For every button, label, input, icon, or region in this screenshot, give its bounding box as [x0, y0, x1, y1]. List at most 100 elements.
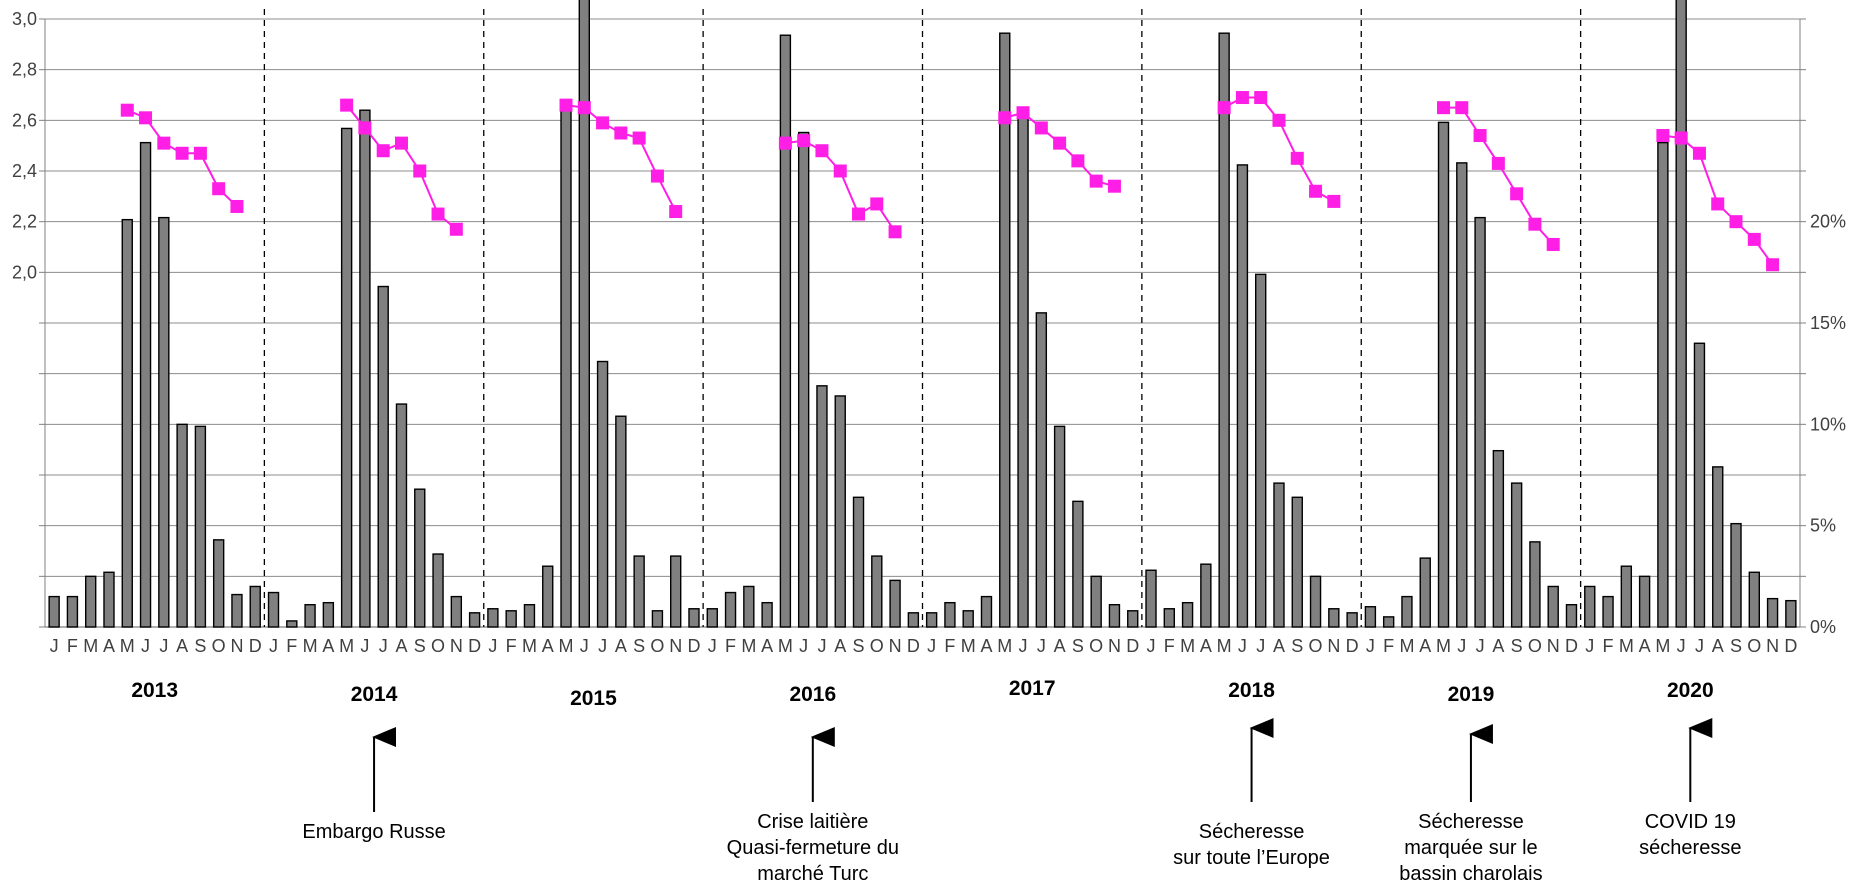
bar	[1035, 312, 1048, 628]
bar	[505, 610, 517, 628]
month-label: M	[1399, 636, 1414, 656]
bar	[1437, 121, 1450, 628]
bar	[1291, 496, 1303, 628]
month-label: A	[395, 636, 407, 656]
month-label: D	[1346, 636, 1359, 656]
bar	[1547, 585, 1559, 628]
bar	[1474, 216, 1486, 628]
bar	[85, 575, 97, 628]
price-marker	[1455, 101, 1469, 115]
bar	[1456, 162, 1468, 628]
month-label: A	[1639, 636, 1651, 656]
month-label: J	[1037, 636, 1046, 656]
month-label: O	[431, 636, 445, 656]
bar	[1492, 449, 1505, 628]
bar	[139, 141, 152, 628]
month-label: J	[488, 636, 497, 656]
annotation-text: Embargo Russe	[302, 821, 445, 843]
month-label: J	[141, 636, 150, 656]
month-label: F	[1603, 636, 1614, 656]
bar	[889, 579, 901, 628]
bar	[304, 604, 316, 628]
bar	[980, 595, 993, 628]
price-marker	[870, 197, 884, 211]
month-label: D	[468, 636, 481, 656]
annotation-text: sécheresse	[1639, 837, 1741, 859]
month-label: J	[799, 636, 808, 656]
price-marker	[376, 144, 390, 158]
bar	[1108, 604, 1121, 628]
bar	[560, 109, 572, 628]
month-label: J	[1238, 636, 1247, 656]
month-label: M	[741, 636, 756, 656]
bar	[688, 608, 700, 628]
month-label: S	[633, 636, 645, 656]
price-marker	[1309, 184, 1323, 198]
month-label: J	[1366, 636, 1375, 656]
price-marker	[1473, 129, 1487, 143]
bar	[1529, 541, 1541, 628]
bar	[1145, 569, 1157, 628]
year-label: 2016	[789, 683, 836, 706]
month-label: A	[1712, 636, 1724, 656]
bar	[871, 555, 883, 628]
price-marker	[833, 164, 847, 178]
bar	[1346, 612, 1358, 628]
month-label: F	[1164, 636, 1175, 656]
bar	[1766, 597, 1779, 628]
month-label: M	[83, 636, 98, 656]
bar	[1712, 466, 1724, 628]
bar	[1785, 599, 1797, 628]
bar	[1053, 425, 1066, 628]
month-label: A	[1200, 636, 1212, 656]
bar	[286, 620, 298, 628]
year-label: 2020	[1667, 679, 1714, 702]
month-label: S	[1291, 636, 1303, 656]
year-label: 2018	[1228, 679, 1275, 702]
annotation-text: Quasi-fermeture du	[727, 837, 899, 859]
month-label: S	[414, 636, 426, 656]
bar	[377, 285, 389, 628]
price-marker	[669, 205, 683, 219]
month-label: M	[339, 636, 354, 656]
bar	[1638, 575, 1651, 628]
month-label: J	[1019, 636, 1028, 656]
annotation-text: Sécheresse	[1199, 821, 1305, 843]
month-label: A	[103, 636, 115, 656]
month-label: S	[1072, 636, 1084, 656]
bar	[907, 612, 920, 628]
bar	[1620, 565, 1633, 628]
month-label: A	[834, 636, 846, 656]
bar	[340, 127, 353, 628]
month-label: A	[980, 636, 992, 656]
left-tick-label: 2,6	[12, 110, 37, 130]
month-label: M	[1180, 636, 1195, 656]
month-label: O	[1528, 636, 1542, 656]
bar	[743, 585, 755, 628]
month-label: J	[708, 636, 717, 656]
left-tick-label: 2,0	[12, 262, 37, 282]
month-label: O	[870, 636, 884, 656]
bar	[468, 612, 481, 628]
bar	[322, 601, 335, 628]
price-marker	[1747, 232, 1761, 246]
price-marker	[394, 136, 408, 150]
price-marker	[1071, 154, 1085, 168]
month-label: M	[778, 636, 793, 656]
month-label: D	[1126, 636, 1139, 656]
month-label: S	[194, 636, 206, 656]
annotation-text: sur toute l’Europe	[1173, 847, 1330, 869]
bar	[1309, 575, 1322, 628]
bar	[1163, 608, 1175, 628]
month-label: N	[889, 636, 902, 656]
price-marker	[888, 225, 902, 239]
bar	[615, 415, 627, 628]
month-label: N	[1547, 636, 1560, 656]
bar	[999, 32, 1011, 628]
bar	[1200, 563, 1212, 628]
annotation-text: bassin charolais	[1399, 863, 1542, 885]
bar	[487, 608, 499, 628]
month-label: J	[1256, 636, 1265, 656]
bar	[1255, 273, 1267, 628]
